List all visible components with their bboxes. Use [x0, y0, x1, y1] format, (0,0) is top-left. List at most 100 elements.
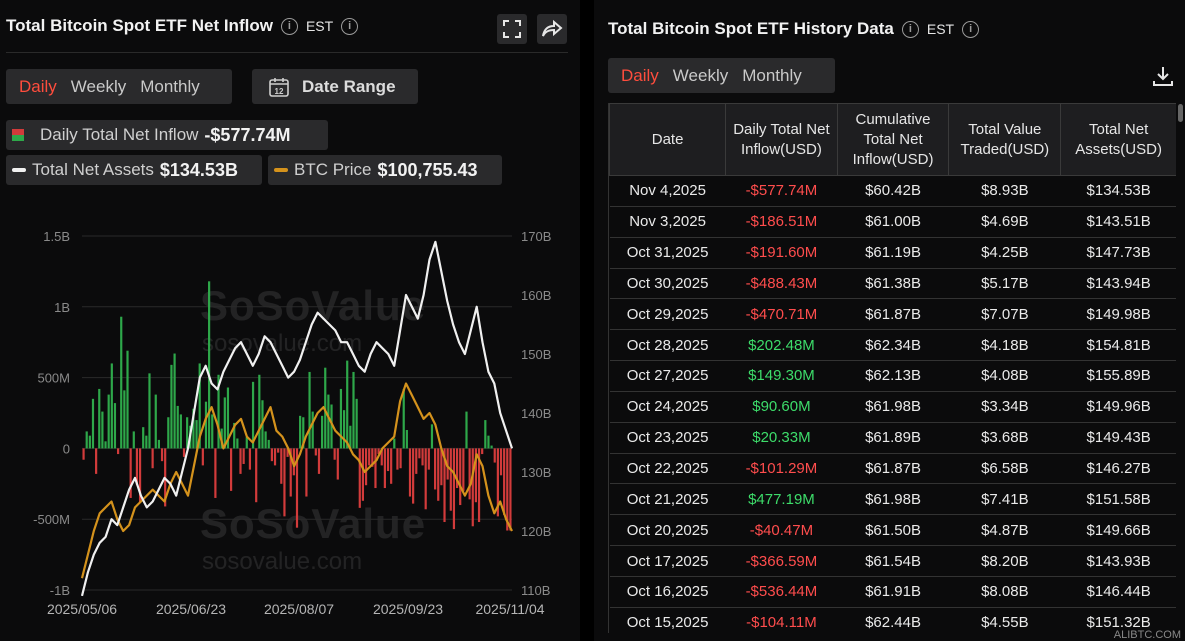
- inflow-bar: [157, 439, 160, 449]
- cumulative-inflow-cell: $62.34B: [837, 329, 949, 362]
- x-axis-tick: 2025/11/04: [475, 601, 544, 617]
- inflow-bar: [283, 448, 286, 517]
- net-assets-cell: $143.51B: [1060, 206, 1176, 238]
- inflow-bar: [91, 398, 95, 449]
- table-scrollbar[interactable]: [1178, 104, 1183, 122]
- inflow-bar: [135, 448, 139, 486]
- net-inflow-panel: Total Bitcoin Spot ETF Net Inflow i EST …: [0, 0, 580, 641]
- inflow-bar: [129, 448, 132, 498]
- inflow-bar: [245, 437, 248, 449]
- column-header-net-assets[interactable]: Total Net Assets(USD): [1060, 103, 1176, 176]
- net-assets-legend[interactable]: Total Net Assets $134.53B: [6, 155, 262, 185]
- cumulative-inflow-cell: $61.87B: [837, 298, 949, 331]
- share-icon[interactable]: [537, 14, 567, 44]
- inflow-bar: [383, 448, 386, 489]
- value-traded-cell: $3.68B: [948, 422, 1061, 454]
- tab-weekly[interactable]: Weekly: [672, 65, 729, 85]
- inflow-bar: [415, 448, 418, 474]
- inflow-bar: [440, 448, 443, 486]
- tab-weekly[interactable]: Weekly: [70, 76, 127, 96]
- info-icon[interactable]: i: [901, 20, 919, 38]
- table-row: Oct 23,2025 $20.33M $61.89B $3.68B $149.43B: [609, 422, 1176, 454]
- net-assets-line: [80, 240, 514, 597]
- inflow-bar: [248, 448, 252, 470]
- column-header-cumulative-inflow[interactable]: Cumulative Total Net Inflow(USD): [836, 103, 950, 176]
- inflow-chart[interactable]: 1.5B 1B 500M 0 -500M -1B 170B 160B 150B 140B 130B 1…: [0, 0, 580, 641]
- value-traded-cell: $4.25B: [948, 237, 1061, 269]
- cumulative-inflow-cell: $61.00B: [837, 206, 949, 238]
- tab-daily[interactable]: Daily: [621, 65, 659, 85]
- inflow-bar: [229, 448, 233, 491]
- net-assets-cell: $151.58B: [1060, 483, 1176, 516]
- value-traded-cell: $4.18B: [948, 329, 1061, 362]
- inflow-bar: [449, 448, 452, 511]
- inflow-bar: [107, 394, 110, 449]
- inflow-bar: [223, 397, 226, 449]
- inflow-bar: [390, 448, 393, 484]
- inflow-bar: [321, 415, 324, 449]
- date-cell: Oct 29,2025: [609, 298, 726, 331]
- inflow-bar: [327, 394, 330, 449]
- net-assets-cell: $149.66B: [1060, 514, 1176, 547]
- inflow-bar: [270, 448, 273, 462]
- btc-price-legend[interactable]: BTC Price $100,755.43: [268, 155, 502, 185]
- table-row: Nov 3,2025 -$186.51M $61.00B $4.69B $143.51B: [609, 206, 1176, 238]
- date-range-button[interactable]: 12 Date Range: [252, 69, 418, 104]
- inflow-bar: [393, 438, 396, 449]
- inflow-bar: [138, 448, 142, 503]
- inflow-bar: [311, 411, 314, 449]
- inflow-bar: [408, 448, 412, 497]
- fullscreen-icon[interactable]: [497, 14, 527, 44]
- timezone-info-icon[interactable]: i: [341, 17, 359, 35]
- history-table-container[interactable]: Date Daily Total Net Inflow(USD) Cumulat…: [608, 103, 1176, 633]
- date-cell: Oct 31,2025: [609, 237, 726, 269]
- inflow-bar: [402, 388, 405, 449]
- daily-inflow-cell: -$101.29M: [725, 453, 838, 485]
- btc-price-legend-icon: [274, 168, 288, 172]
- column-header-date[interactable]: Date: [609, 103, 727, 176]
- inflow-bar: [412, 448, 415, 504]
- column-header-daily-inflow[interactable]: Daily Total Net Inflow(USD): [725, 103, 838, 176]
- tab-monthly[interactable]: Monthly: [140, 76, 200, 96]
- timezone-label: EST: [305, 18, 334, 34]
- net-assets-cell: $134.53B: [1060, 175, 1176, 207]
- inflow-bar: [308, 371, 311, 449]
- inflow-bar: [349, 425, 352, 449]
- net-assets-cell: $146.44B: [1060, 576, 1176, 608]
- inflow-bar: [424, 448, 427, 510]
- table-row: Oct 16,2025 -$536.44M $61.91B $8.08B $146.44…: [609, 576, 1176, 608]
- info-icon[interactable]: i: [280, 17, 298, 35]
- left-axis-tick: -1B: [50, 583, 70, 598]
- table-row: Oct 27,2025 $149.30M $62.13B $4.08B $155.89B: [609, 360, 1176, 392]
- net-assets-cell: $143.93B: [1060, 545, 1176, 577]
- download-icon[interactable]: [1151, 64, 1177, 90]
- value-traded-cell: $6.58B: [948, 453, 1061, 485]
- inflow-bar: [113, 403, 117, 449]
- daily-inflow-legend[interactable]: Daily Total Net Inflow -$577.74M: [6, 120, 328, 150]
- inflow-bar: [302, 417, 305, 449]
- date-cell: Oct 24,2025: [609, 391, 726, 423]
- left-axis-tick: 1.5B: [43, 229, 70, 244]
- history-timezone-label: EST: [926, 21, 955, 37]
- inflow-bar: [204, 401, 208, 449]
- tab-daily[interactable]: Daily: [19, 76, 57, 96]
- inflow-bar: [477, 448, 481, 523]
- left-axis-tick: -500M: [33, 512, 70, 527]
- net-assets-label: Total Net Assets: [32, 160, 154, 179]
- table-row: Oct 20,2025 -$40.47M $61.50B $4.87B $149.66B: [609, 514, 1176, 547]
- daily-inflow-cell: $149.30M: [725, 360, 838, 392]
- column-header-value-traded[interactable]: Total Value Traded(USD): [948, 103, 1062, 176]
- daily-inflow-cell: $477.19M: [725, 483, 838, 516]
- inflow-bar: [258, 374, 261, 449]
- inflow-bar: [377, 448, 380, 455]
- inflow-bar: [487, 435, 490, 449]
- inflow-bar: [434, 448, 437, 490]
- timezone-info-icon[interactable]: i: [962, 20, 980, 38]
- value-traded-cell: $8.20B: [948, 545, 1061, 577]
- tab-monthly[interactable]: Monthly: [742, 65, 802, 85]
- inflow-bar: [503, 448, 506, 515]
- table-row: Nov 4,2025 -$577.74M $60.42B $8.93B $134.53B: [609, 175, 1176, 207]
- inflow-bar: [339, 388, 343, 449]
- table-header-row: Date Daily Total Net Inflow(USD) Cumulat…: [609, 103, 1176, 176]
- inflow-bar: [123, 390, 126, 449]
